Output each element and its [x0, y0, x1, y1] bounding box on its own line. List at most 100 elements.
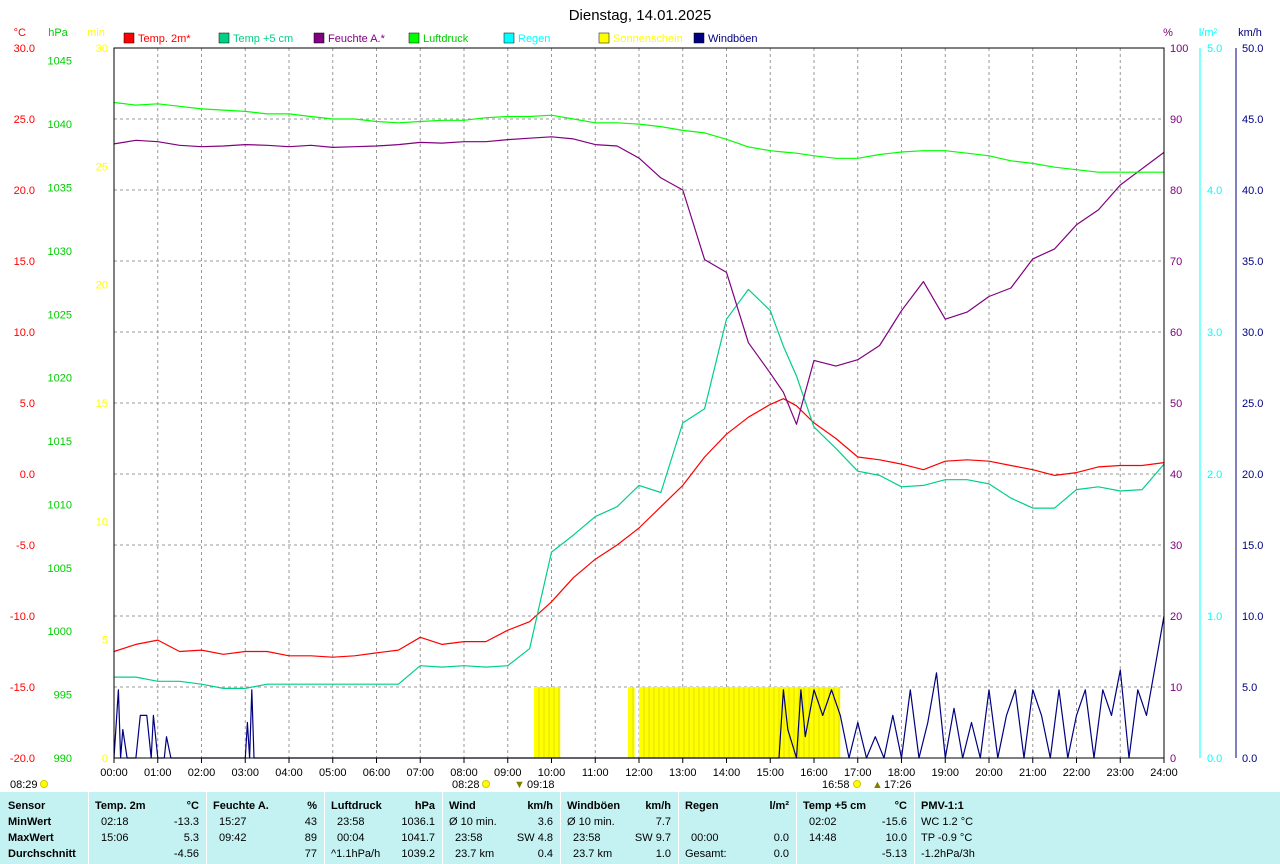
unit-label-humidity: % — [1163, 27, 1173, 39]
tick-label-pressure: 995 — [54, 690, 72, 702]
tick-label-wind: 0.0 — [1242, 753, 1257, 765]
tick-label-temp: -15.0 — [10, 682, 35, 694]
x-tick-label: 07:00 — [406, 767, 434, 779]
humidity-title: Feuchte A. — [213, 800, 269, 812]
temp2m-min-time: 02:18 — [101, 816, 129, 828]
series-line-temp-5-cm — [114, 288, 1165, 690]
x-tick-label: 12:00 — [625, 767, 653, 779]
tick-label-rain: 0.0 — [1207, 753, 1222, 765]
tick-label-pressure: 1020 — [48, 373, 72, 385]
x-tick-label: 00:00 — [100, 767, 128, 779]
pressure-min-time: 23:58 — [337, 816, 365, 828]
pmv-wc: WC 1.2 °C — [921, 816, 974, 828]
pressure-title: Luftdruck — [331, 800, 382, 812]
tick-label-humidity: 20 — [1170, 611, 1182, 623]
tick-label-wind: 15.0 — [1242, 540, 1263, 552]
tick-label-temp: 15.0 — [14, 256, 35, 268]
chart-title: Dienstag, 14.01.2025 — [569, 7, 712, 24]
x-tick-label: 13:00 — [669, 767, 697, 779]
tick-label-temp: 30.0 — [14, 43, 35, 55]
tick-label-wind: 40.0 — [1242, 185, 1263, 197]
stats-col-temp2m: Temp. 2m °C 02:18 -13.3 15:06 5.3 -4.56 — [88, 792, 207, 864]
stats-col-humidity: Feuchte A. % 15:27 43 09:42 89 77 — [206, 792, 325, 864]
temp2m-avg: -4.56 — [173, 848, 199, 860]
temp2m-max: 5.3 — [183, 832, 199, 844]
gust-unit: km/h — [645, 800, 671, 812]
temp5cm-min: -15.6 — [881, 816, 907, 828]
humidity-unit: % — [307, 800, 317, 812]
series-line-windb-en — [113, 615, 1165, 759]
temp5cm-min-time: 02:02 — [809, 816, 837, 828]
gust-max: SW 9.7 — [634, 832, 671, 844]
sunrise-label: 08:28 — [452, 779, 480, 791]
stats-col-wind: Wind km/h Ø 10 min. 3.6 23:58 SW 4.8 23.… — [442, 792, 561, 864]
stats-col-temp5cm: Temp +5 cm °C 02:02 -15.6 14:48 10.0 -5.… — [796, 792, 915, 864]
tick-label-pressure: 1025 — [48, 309, 72, 321]
x-tick-label: 06:00 — [363, 767, 391, 779]
unit-label-sunshine: min — [87, 27, 105, 39]
pressure-max: 1041.7 — [401, 832, 435, 844]
x-tick-label: 23:00 — [1106, 767, 1134, 779]
legend-label: Sonnenschein — [613, 33, 683, 45]
temp5cm-unit: °C — [894, 800, 907, 812]
x-axis: 00:00 01:00 02:00 03:00 04:00 05:00 06:00 07:00… — [100, 758, 1178, 779]
legend-swatch — [408, 32, 420, 44]
tick-label-humidity: 30 — [1170, 540, 1182, 552]
axes-layer: 1045104010351030102510201015101010051000… — [10, 27, 1264, 765]
x-tick-label: 05:00 — [319, 767, 347, 779]
tick-label-pressure: 1035 — [48, 182, 72, 194]
tick-label-pressure: 990 — [54, 753, 72, 765]
rain-title: Regen — [685, 800, 719, 812]
sunset-label: 16:58 — [822, 779, 850, 791]
legend-swatch — [503, 32, 515, 44]
humidity-min-time: 15:27 — [219, 816, 247, 828]
tick-label-temp: -20.0 — [10, 753, 35, 765]
legend-swatch — [693, 32, 705, 44]
rain-total: 0.0 — [773, 848, 789, 860]
sun-elev-end-label: 17:26 — [884, 779, 912, 791]
gust-avg: 1.0 — [655, 848, 671, 860]
tick-label-humidity: 70 — [1170, 256, 1182, 268]
sun-elev-top-icon: ▼ — [514, 779, 525, 791]
tick-label-humidity: 60 — [1170, 327, 1182, 339]
tick-label-sunshine: 10 — [96, 516, 108, 528]
pressure-unit: hPa — [414, 800, 435, 812]
tick-label-sunshine: 15 — [96, 398, 108, 410]
tick-label-temp: 0.0 — [20, 469, 35, 481]
sun-elev-top-label: 09:18 — [527, 779, 555, 791]
legend-label: Luftdruck — [423, 33, 469, 45]
x-tick-label: 11:00 — [582, 767, 609, 779]
tick-label-humidity: 80 — [1170, 185, 1182, 197]
rain-max-time: 00:00 — [691, 832, 719, 844]
series-line-temp-2m- — [113, 398, 1165, 658]
tick-label-temp: 20.0 — [14, 185, 35, 197]
rain-max: 0.0 — [773, 832, 789, 844]
astro-start-icon — [40, 780, 48, 788]
gust-title: Windböen — [567, 800, 621, 812]
weather-chart: 1045104010351030102510201015101010051000… — [10, 7, 1264, 791]
sun-markers: 08:29 08:28 ▼ 09:18 16:58 ▲ 17:26 — [10, 779, 912, 791]
x-tick-label: 01:00 — [144, 767, 172, 779]
stats-col-pmv: PMV-1:1 WC 1.2 °C TP -0.9 °C -1.2hPa/3h — [914, 792, 1280, 864]
temp5cm-max: 10.0 — [885, 832, 907, 844]
series-line-luftdruck — [113, 101, 1164, 173]
legend-label: Temp. 2m* — [138, 33, 191, 45]
temp5cm-avg: -5.13 — [881, 848, 907, 860]
humidity-max: 89 — [304, 832, 317, 844]
tick-label-humidity: 40 — [1170, 469, 1182, 481]
tick-label-rain: 3.0 — [1207, 327, 1222, 339]
tick-label-wind: 20.0 — [1242, 469, 1263, 481]
legend-label: Windböen — [708, 33, 758, 45]
wind-title: Wind — [449, 800, 476, 812]
tick-label-pressure: 1045 — [48, 56, 72, 68]
sunshine-bar — [534, 687, 561, 758]
tick-label-wind: 30.0 — [1242, 327, 1263, 339]
pmv-tp: TP -0.9 °C — [921, 832, 973, 844]
tick-label-temp: 5.0 — [20, 398, 35, 410]
stats-col-gust: Windböen km/h Ø 10 min. 7.7 23:58 SW 9.7… — [560, 792, 679, 864]
x-tick-label: 09:00 — [494, 767, 522, 779]
x-tick-label: 02:00 — [188, 767, 216, 779]
x-tick-label: 10:00 — [538, 767, 566, 779]
pressure-max-time: 00:04 — [337, 832, 365, 844]
gust-dist: 23.7 km — [573, 848, 613, 860]
